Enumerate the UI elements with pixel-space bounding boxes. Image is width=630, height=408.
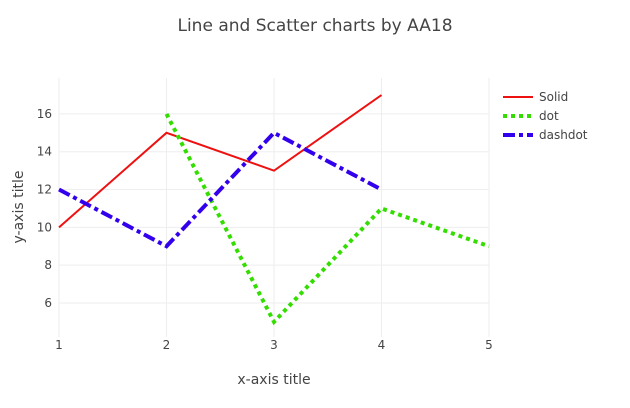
- x-tick-label: 3: [270, 338, 278, 352]
- series-layer: [58, 94, 490, 326]
- x-axis-title: x-axis title: [237, 372, 310, 388]
- y-tick-label: 6: [44, 296, 52, 310]
- gridlines: [58, 78, 490, 337]
- x-tick-label: 2: [163, 338, 171, 352]
- series-line-dot: [164, 113, 490, 326]
- series-line-dashdot: [58, 130, 383, 249]
- legend-item-dot[interactable]: dot: [503, 109, 559, 123]
- legend-label: dot: [539, 109, 559, 123]
- y-tick-label: 8: [44, 258, 52, 272]
- legend-label: dashdot: [539, 128, 588, 142]
- legend-item-dashdot[interactable]: dashdot: [503, 128, 588, 142]
- x-tick-label: 4: [378, 338, 386, 352]
- y-axis-title: y-axis title: [11, 171, 27, 244]
- x-tick-label: 5: [485, 338, 493, 352]
- y-tick-label: 14: [37, 145, 52, 159]
- legend[interactable]: Solid dot dashdot: [503, 90, 588, 142]
- legend-label: Solid: [539, 90, 568, 104]
- legend-item-solid[interactable]: Solid: [503, 90, 568, 104]
- x-tick-label: 1: [55, 338, 63, 352]
- chart-title: Line and Scatter charts by AA18: [177, 16, 452, 36]
- y-tick-label: 12: [37, 183, 52, 197]
- y-tick-label: 16: [37, 107, 52, 121]
- y-tick-label: 10: [37, 220, 52, 234]
- series-line-solid: [58, 94, 383, 229]
